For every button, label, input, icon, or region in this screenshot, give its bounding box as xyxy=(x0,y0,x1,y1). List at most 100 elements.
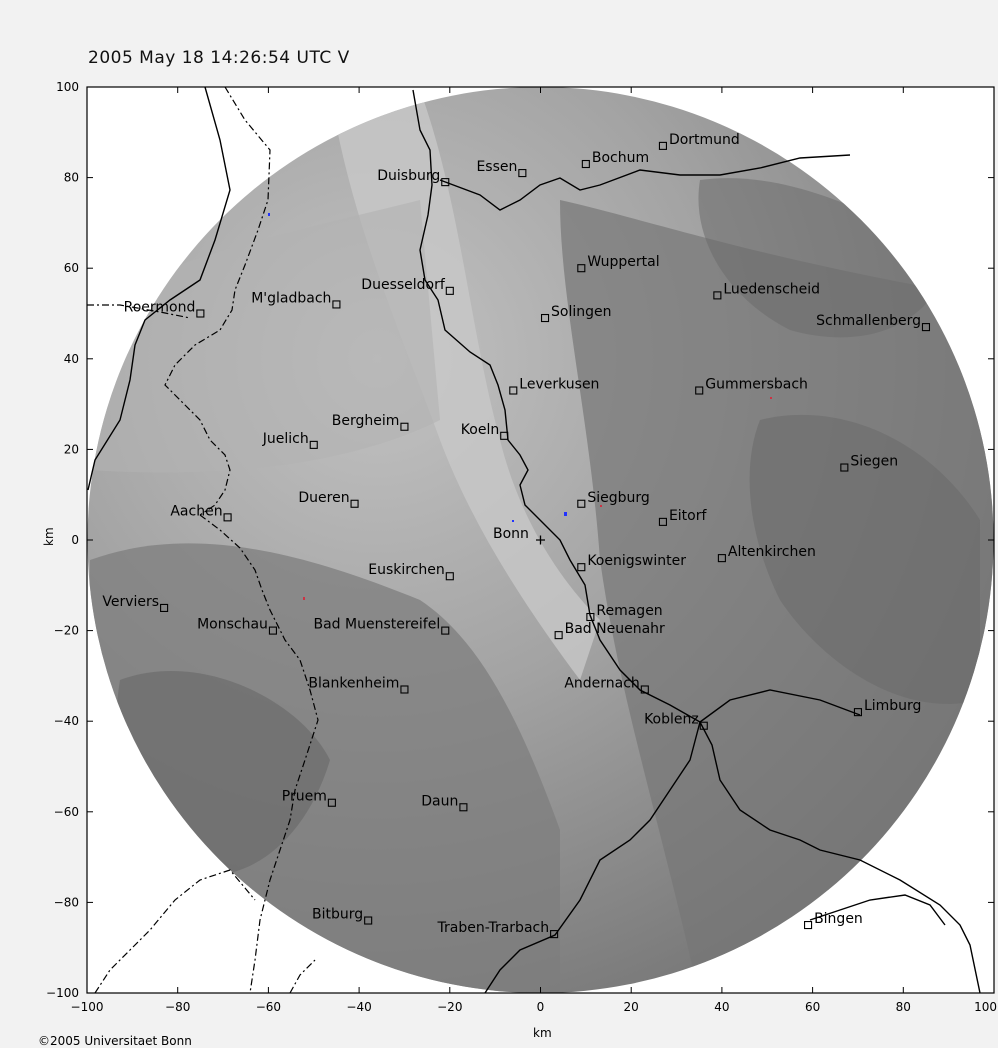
city-label: Roermond xyxy=(124,300,196,316)
city-marker xyxy=(658,141,667,150)
y-tick-label: 100 xyxy=(56,80,79,94)
city-label: Dueren xyxy=(298,490,349,506)
city-marker xyxy=(853,708,863,717)
city-marker xyxy=(196,309,205,318)
x-tick-label: −60 xyxy=(256,1000,281,1014)
city-label: Bad Neuenahr xyxy=(565,621,665,637)
city-marker xyxy=(577,563,586,572)
copyright: ©2005 Universitaet Bonn xyxy=(38,1034,192,1048)
city-marker xyxy=(309,440,318,449)
x-tick-label: −40 xyxy=(346,1000,371,1014)
x-tick-label: 40 xyxy=(714,1000,729,1014)
y-tick-label: 40 xyxy=(64,352,79,366)
city-label: Bad Muenstereifel xyxy=(314,617,441,633)
city-marker xyxy=(332,300,341,309)
city-label: Gummersbach xyxy=(705,377,808,393)
moselle-river xyxy=(484,721,701,993)
city-marker xyxy=(540,313,550,323)
city-marker xyxy=(695,386,704,395)
city-marker xyxy=(840,463,849,472)
city-label: M'gladbach xyxy=(251,290,331,306)
city-label: Solingen xyxy=(551,304,611,320)
city-marker xyxy=(400,422,409,431)
city-label: Siegburg xyxy=(587,490,649,506)
city-marker xyxy=(699,721,708,730)
city-marker xyxy=(640,685,649,694)
y-axis-label: km xyxy=(42,527,56,546)
city-label: Aachen xyxy=(170,503,222,519)
y-tick-label: −60 xyxy=(54,805,79,819)
city-marker xyxy=(554,631,563,640)
chart-title: 2005 May 18 14:26:54 UTC V xyxy=(88,48,350,68)
y-axis: 100 80 60 40 20 0 −20 −40 −60 −80 −100 xyxy=(46,80,994,1000)
city-label: Andernach xyxy=(564,675,639,691)
y-tick-label: 60 xyxy=(64,261,79,275)
city-marker xyxy=(658,517,667,526)
rivers xyxy=(87,87,981,993)
lahn-river xyxy=(699,689,861,723)
city-label: Siegen xyxy=(850,454,898,470)
x-tick-label: −80 xyxy=(165,1000,190,1014)
city-marker xyxy=(713,291,722,300)
y-tick-label: −100 xyxy=(46,986,79,1000)
city-label: Bergheim xyxy=(332,413,400,429)
city-marker xyxy=(350,499,359,508)
city-label: Bitburg xyxy=(312,907,363,923)
city-label: Koenigswinter xyxy=(587,553,686,569)
city-marker xyxy=(921,323,931,332)
city-label: Bingen xyxy=(814,911,863,927)
city-label: Duesseldorf xyxy=(361,277,446,293)
x-axis-label: km xyxy=(533,1026,552,1040)
city-marker xyxy=(577,264,586,273)
city-label: Eitorf xyxy=(669,508,708,524)
city-marker xyxy=(445,572,454,581)
border-lux-de xyxy=(289,959,316,993)
city-label: Luedenscheid xyxy=(723,281,820,297)
city-marker xyxy=(441,626,450,635)
x-tick-label: 80 xyxy=(896,1000,911,1014)
city-label: Blankenheim xyxy=(308,675,399,691)
x-axis: −100 −80 −60 −40 −20 0 20 40 60 80 100 xyxy=(71,87,997,1014)
city-layer: Dortmund Bochum Essen Duisburg Wuppertal Lued… xyxy=(102,132,931,939)
x-tick-label: 20 xyxy=(624,1000,639,1014)
city-marker xyxy=(400,685,409,694)
city-marker xyxy=(500,431,509,440)
y-tick-label: −40 xyxy=(54,714,79,728)
y-tick-label: −20 xyxy=(54,624,79,638)
rhine-river xyxy=(412,89,981,993)
city-label: Verviers xyxy=(102,594,159,610)
city-marker xyxy=(518,169,527,178)
city-marker xyxy=(327,798,336,807)
city-marker xyxy=(509,386,518,395)
city-marker xyxy=(445,286,454,295)
city-label: Monschau xyxy=(197,617,268,633)
nahe-river xyxy=(809,894,946,926)
terrain-shading xyxy=(87,90,994,993)
city-label: Bochum xyxy=(592,150,649,166)
y-tick-label: 80 xyxy=(64,171,79,185)
city-marker xyxy=(577,499,586,508)
city-marker xyxy=(459,803,468,812)
city-marker xyxy=(550,930,559,939)
x-tick-label: 60 xyxy=(805,1000,820,1014)
border-nl-be xyxy=(87,304,191,319)
city-marker xyxy=(581,159,590,169)
x-tick-label: 0 xyxy=(537,1000,545,1014)
city-label: Euskirchen xyxy=(368,562,445,578)
radar-echoes xyxy=(268,213,772,600)
city-marker xyxy=(717,554,726,563)
city-label: Koeln xyxy=(461,422,499,438)
city-label: Pruem xyxy=(282,789,327,805)
city-label: Limburg xyxy=(864,698,921,714)
city-marker xyxy=(268,626,277,635)
radar-site-plus-icon xyxy=(536,535,545,545)
city-label: Traben-Trarbach xyxy=(437,920,550,936)
y-tick-label: 20 xyxy=(64,442,79,456)
ruhr-river xyxy=(439,154,851,211)
y-tick-label: −80 xyxy=(54,895,79,909)
maas-river xyxy=(87,87,231,491)
city-label: Dortmund xyxy=(669,132,740,148)
city-label: Schmallenberg xyxy=(816,313,921,329)
borders xyxy=(87,87,319,993)
